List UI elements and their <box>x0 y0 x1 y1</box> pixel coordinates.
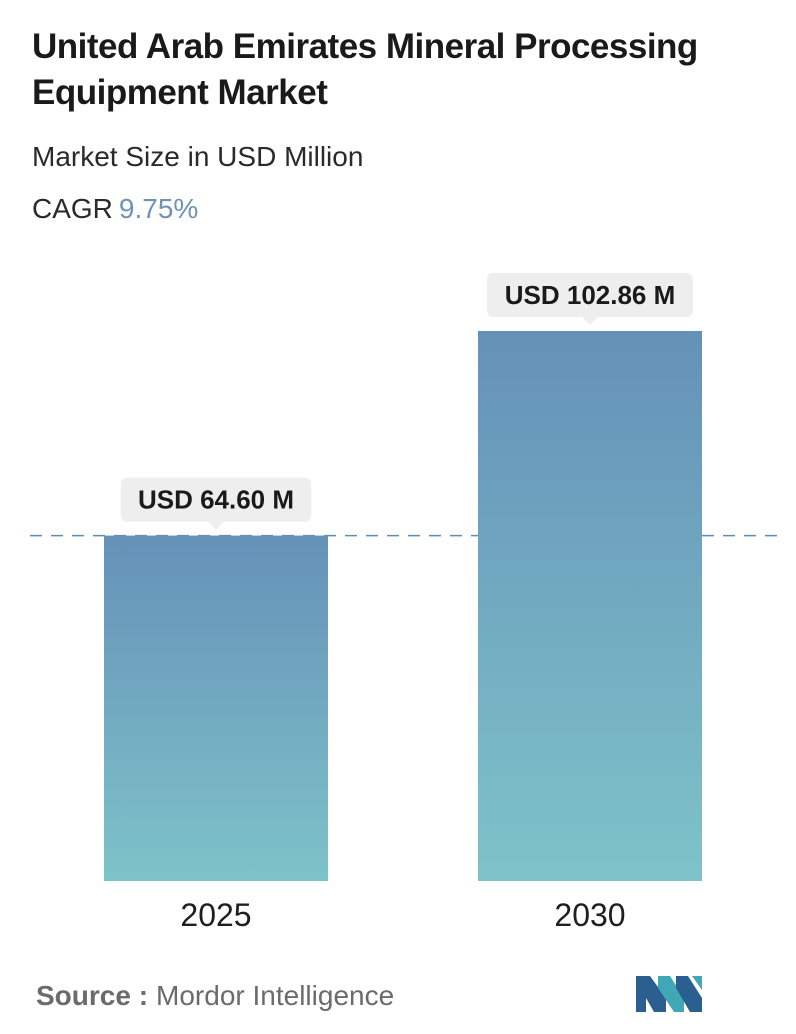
source-name: Mordor Intelligence <box>156 980 395 1011</box>
data-label-2030: USD 102.86 M <box>487 273 693 325</box>
data-label-2025: USD 64.60 M <box>120 477 312 530</box>
source-line: Source : Mordor Intelligence <box>36 978 394 1014</box>
cagr-line: CAGR 9.75% <box>32 192 198 226</box>
cagr-value: 9.75% <box>118 193 199 224</box>
data-label-bubble <box>487 273 693 317</box>
x-tick-label: 2030 <box>554 897 625 933</box>
data-label-text: USD 102.86 M <box>505 280 676 310</box>
cagr-label: CAGR <box>32 193 113 224</box>
source-label: Source : <box>36 980 149 1011</box>
data-label-pointer <box>582 317 598 325</box>
mordor-logo-icon <box>636 976 702 1012</box>
chart-title: United Arab Emirates Mineral Processing … <box>32 27 698 112</box>
x-tick-label: 2025 <box>180 897 251 933</box>
bar-2025 <box>104 535 328 881</box>
data-label-bubble <box>120 477 312 522</box>
data-label-pointer <box>208 521 224 530</box>
data-label-text: USD 64.60 M <box>138 485 294 515</box>
chart-subtitle: Market Size in USD Million <box>32 141 364 172</box>
bar-2030 <box>478 331 702 881</box>
